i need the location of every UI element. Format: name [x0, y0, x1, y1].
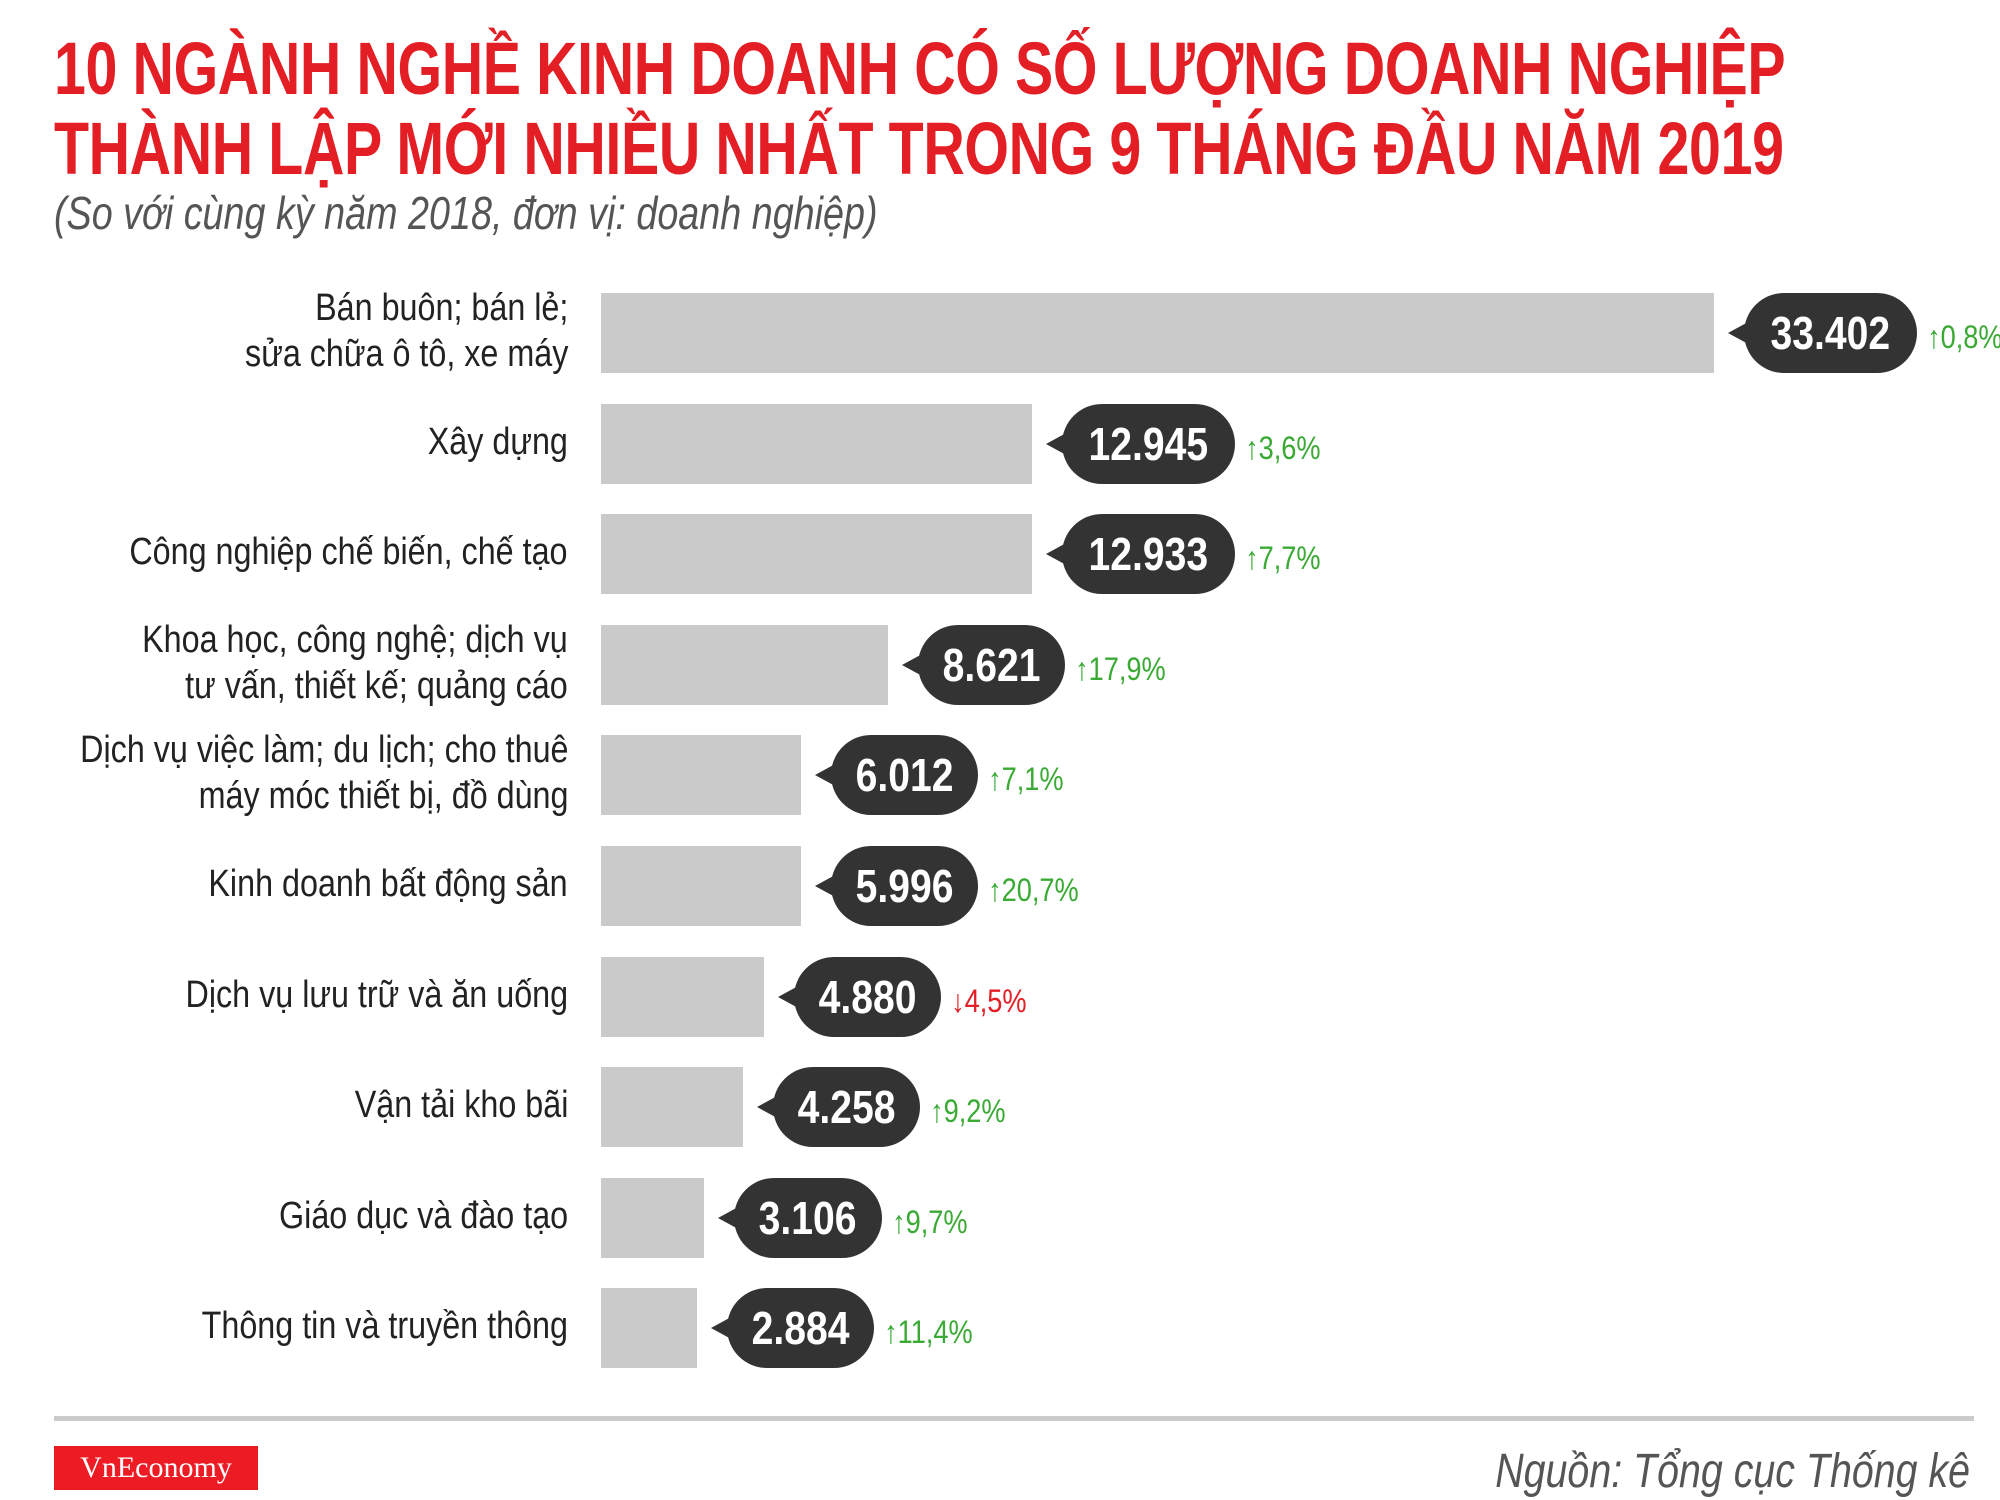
- change-value: 9,2%: [943, 1093, 1006, 1130]
- arrow-down-icon: ↓: [950, 982, 965, 1019]
- source-note: Nguồn: Tổng cục Thống kê: [1495, 1445, 1970, 1498]
- value-label: 4.258: [756, 1067, 920, 1148]
- change-value: 7,7%: [1258, 540, 1321, 577]
- value-label: 2.884: [711, 1288, 875, 1369]
- value-label: 4.880: [777, 956, 941, 1037]
- category-label: Khoa học, công nghệ; dịch vụ tư vấn, thiế…: [142, 617, 568, 709]
- bar: [601, 293, 1714, 373]
- category-label-line: Công nghiệp chế biến, chế tạo: [129, 531, 568, 574]
- bar: [601, 514, 1032, 595]
- value-text: 6.012: [855, 749, 954, 802]
- arrow-up-icon: ↑: [884, 1314, 898, 1351]
- arrow-up-icon: ↑: [930, 1093, 944, 1130]
- category-label: Dịch vụ lưu trữ và ăn uống: [185, 972, 568, 1018]
- value-label: 12.945: [1046, 403, 1236, 484]
- arrow-up-icon: ↑: [987, 872, 1002, 908]
- category-label-line: Bán buôn; bán lẻ;: [314, 287, 568, 329]
- change-label: ↑7,1%: [988, 739, 1064, 819]
- value-label: 5.996: [814, 846, 978, 926]
- category-label: Giáo dục và đào tạo: [279, 1193, 568, 1239]
- change-value: 9,7%: [905, 1203, 968, 1240]
- bar: [601, 624, 889, 705]
- category-label: Vận tải kho bãi: [354, 1082, 568, 1128]
- category-label-line: máy móc thiết bị, đồ dùng: [198, 775, 568, 818]
- change-label: ↑3,6%: [1245, 408, 1321, 488]
- category-label-line: sửa chữa ô tô, xe máy: [244, 333, 568, 375]
- change-value: 11,4%: [897, 1314, 973, 1351]
- bar: [601, 403, 1033, 484]
- category-label-line: Dịch vụ lưu trữ và ăn uống: [185, 973, 568, 1016]
- category-label-line: Giáo dục và đào tạo: [278, 1194, 568, 1237]
- value-text: 12.933: [1088, 528, 1209, 581]
- chart-title-line-1: 10 NGÀNH NGHỀ KINH DOANH CÓ SỐ LƯỢNG DOA…: [54, 27, 1786, 110]
- value-label: 12.933: [1045, 514, 1235, 595]
- value-label: 33.402: [1728, 293, 1917, 373]
- value-text: 12.945: [1088, 417, 1209, 470]
- bar: [601, 1288, 698, 1369]
- bar: [601, 1177, 705, 1258]
- value-text: 2.884: [751, 1302, 850, 1355]
- arrow-up-icon: ↑: [891, 1203, 906, 1240]
- category-label-line: Xây dựng: [427, 420, 568, 463]
- change-label: ↑0,8%: [1927, 297, 2000, 377]
- bar: [601, 1067, 743, 1148]
- value-text: 8.621: [942, 638, 1041, 691]
- arrow-up-icon: ↑: [1926, 319, 1941, 355]
- change-label: ↑9,2%: [930, 1071, 1006, 1151]
- arrow-up-icon: ↑: [1075, 650, 1089, 687]
- chart-subtitle: (So với cùng kỳ năm 2018, đơn vị: doanh …: [54, 187, 878, 239]
- footer-divider: [54, 1416, 1974, 1421]
- category-label-line: Thông tin và truyền thông: [201, 1305, 568, 1348]
- category-label-line: Dịch vụ việc làm; du lịch; cho thuê: [79, 729, 568, 772]
- change-value: 3,6%: [1258, 429, 1321, 466]
- change-value: 20,7%: [1001, 872, 1079, 908]
- change-value: 4,5%: [964, 982, 1027, 1019]
- value-label: 6.012: [815, 735, 979, 816]
- change-value: 7,1%: [1002, 761, 1065, 798]
- change-label: ↑7,7%: [1245, 518, 1321, 598]
- arrow-up-icon: ↑: [1245, 429, 1259, 466]
- value-text: 3.106: [759, 1191, 857, 1244]
- change-label: ↓4,5%: [951, 961, 1027, 1041]
- category-label-line: Khoa học, công nghệ; dịch vụ: [142, 618, 568, 661]
- bar: [601, 735, 802, 816]
- category-label: Dịch vụ việc làm; du lịch; cho thuê máy m…: [80, 727, 568, 819]
- change-label: ↑9,7%: [892, 1182, 968, 1262]
- arrow-up-icon: ↑: [988, 761, 1003, 798]
- change-label: ↑20,7%: [988, 850, 1079, 930]
- vneconomy-logo: VnEconomy: [54, 1446, 258, 1490]
- category-label: Kinh doanh bất động sản: [209, 861, 568, 907]
- category-label-line: Kinh doanh bất động sản: [208, 863, 568, 905]
- value-text: 5.996: [855, 860, 954, 912]
- value-label: 8.621: [902, 624, 1066, 705]
- category-label: Xây dựng: [428, 419, 568, 465]
- chart-title-line-2: THÀNH LẬP MỚI NHIỀU NHẤT TRONG 9 THÁNG Đ…: [54, 107, 1784, 190]
- bar: [601, 956, 764, 1037]
- bar: [601, 846, 801, 926]
- value-label: 3.106: [718, 1177, 882, 1258]
- category-label-line: tư vấn, thiết kế; quảng cáo: [185, 664, 568, 707]
- bar-chart: Bán buôn; bán lẻ; sửa chữa ô tô, xe máy 33…: [80, 285, 2000, 1372]
- change-value: 0,8%: [1940, 319, 2000, 355]
- category-label: Bán buôn; bán lẻ; sửa chữa ô tô, xe máy: [245, 285, 568, 377]
- category-label: Công nghiệp chế biến, chế tạo: [130, 529, 568, 575]
- value-text: 4.258: [797, 1081, 896, 1134]
- category-label-line: Vận tải kho bãi: [354, 1084, 568, 1127]
- value-text: 33.402: [1770, 307, 1891, 359]
- category-label: Thông tin và truyền thông: [202, 1303, 568, 1349]
- change-label: ↑11,4%: [884, 1292, 973, 1372]
- change-value: 17,9%: [1088, 650, 1167, 687]
- value-text: 4.880: [818, 970, 917, 1023]
- change-label: ↑17,9%: [1075, 629, 1166, 709]
- arrow-up-icon: ↑: [1244, 540, 1259, 577]
